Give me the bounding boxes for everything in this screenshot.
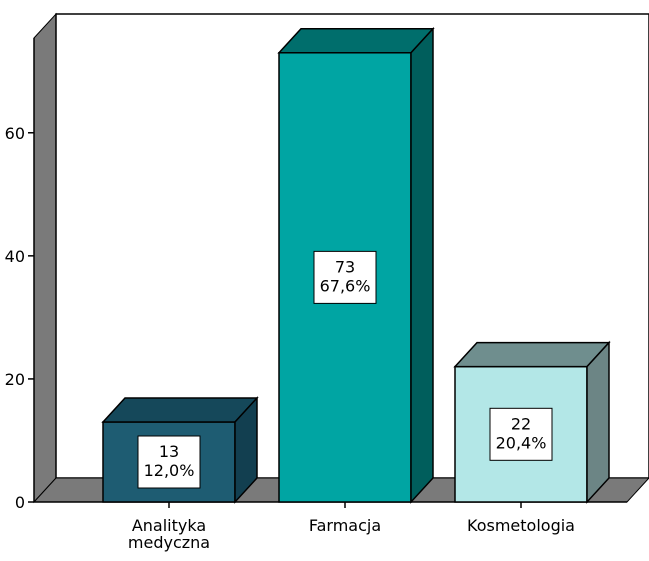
bar-side [234,396,258,504]
x-tick-label-line: Kosmetologia [467,516,575,535]
x-tick-label: Analityka medyczna [128,516,210,552]
bar-side [586,340,610,504]
data-label-box [489,407,553,461]
x-tick-label-line: Analityka [132,516,206,535]
chart-bars [101,26,611,504]
bar-top [277,28,435,54]
data-label-box [313,250,377,304]
x-tick-label-line: Farmacja [309,516,381,535]
x-tick-label-line: medyczna [128,533,210,552]
data-label-count: 73 [335,257,355,276]
y-tick-label: 0 [15,493,25,512]
data-label-percent: 67,6% [320,276,371,295]
side-wall [33,12,57,504]
x-tick-label: Kosmetologia [467,516,575,535]
bar-top [453,341,611,368]
data-label-count: 13 [159,442,179,461]
bar-top [101,397,259,423]
bar-side [410,26,434,504]
bar [453,340,611,504]
x-tick-label: Farmacja [309,516,381,535]
data-label-box [137,435,201,489]
y-tick-label: 20 [5,370,25,389]
y-tick-label: 40 [5,247,25,266]
y-tick-label: 60 [5,124,25,143]
data-label-percent: 12,0% [144,461,195,480]
data-label-count: 22 [511,414,531,433]
data-label-percent: 20,4% [496,433,547,452]
